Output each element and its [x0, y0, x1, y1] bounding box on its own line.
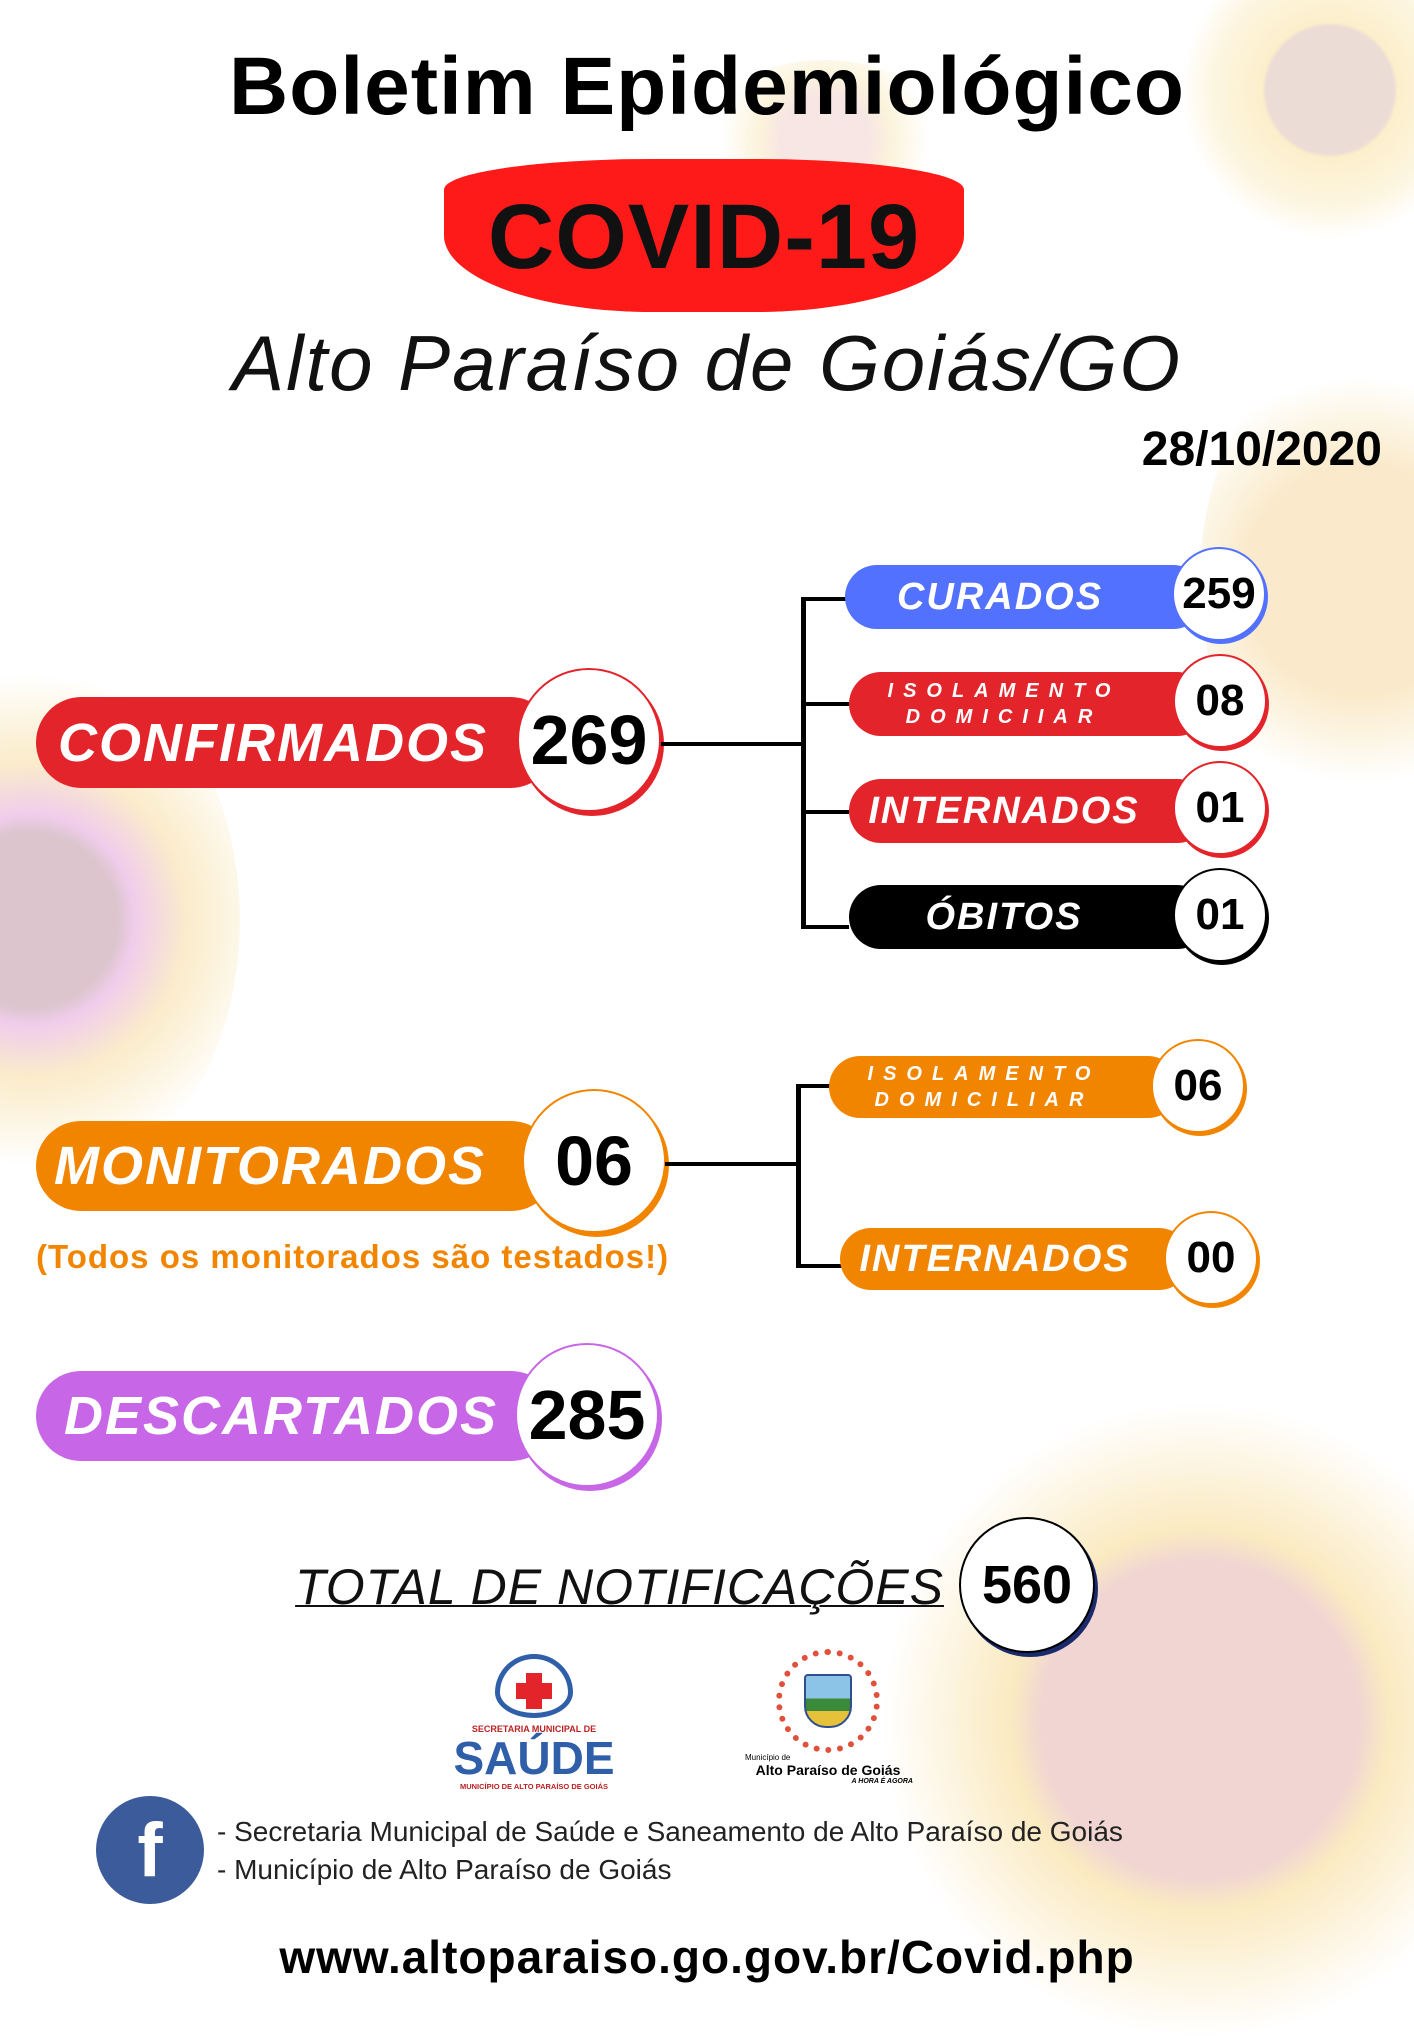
monitorados-pill: MONITORADOS: [36, 1121, 556, 1211]
obitos-label: ÓBITOS: [925, 895, 1083, 938]
footer-line-1: - Secretaria Municipal de Saúde e Saneam…: [217, 1816, 1123, 1847]
monitorados-isolamento-value: 06: [1173, 1061, 1223, 1110]
website-link[interactable]: www.altoparaiso.go.gov.br/Covid.php: [279, 1931, 1135, 1983]
connector-line: [801, 597, 806, 929]
city-name: Alto Paraíso de Goiás/GO: [232, 319, 1182, 407]
curados-value: 259: [1182, 569, 1256, 618]
isolamento-label-line2: DOMICIIAR: [905, 706, 1103, 728]
obitos-value: 01: [1195, 890, 1245, 939]
saude-logo: SECRETARIA MUNICIPAL DE SAÚDE MUNICÍPIO …: [433, 1654, 635, 1798]
monitorados-internados-count: 00: [1164, 1211, 1258, 1305]
connector-line: [801, 925, 849, 929]
confirmados-value: 269: [530, 701, 648, 779]
obitos-pill: ÓBITOS: [849, 885, 1209, 949]
saude-logo-bottom: MUNICÍPIO DE ALTO PARAÍSO DE GOIÁS: [459, 1782, 609, 1791]
curados-label: CURADOS: [896, 575, 1104, 618]
total-count: 560: [959, 1517, 1095, 1653]
footer-line-2: - Município de Alto Paraíso de Goiás: [217, 1854, 672, 1885]
monitorados-isolamento-pill: ISOLAMENTO DOMICILIAR: [829, 1056, 1179, 1118]
isolamento-pill: ISOLAMENTO DOMICIIAR: [849, 672, 1209, 736]
municipio-logo-main: Alto Paraíso de Goiás: [755, 1762, 901, 1778]
covid-badge: COVID-19: [487, 186, 921, 288]
monitorados-internados-value: 00: [1186, 1233, 1236, 1282]
internados-pill: INTERNADOS: [849, 779, 1209, 843]
confirmados-label: CONFIRMADOS: [58, 712, 488, 773]
isolamento-label-line1: ISOLAMENTO: [887, 680, 1121, 702]
saude-logo-top: SECRETARIA MUNICIPAL DE: [471, 1724, 597, 1734]
virus-decoration: [880, 1400, 1414, 2040]
monitorados-internados-label: INTERNADOS: [859, 1237, 1131, 1280]
monitorados-internados-pill: INTERNADOS: [840, 1228, 1190, 1290]
municipio-crest-icon: [776, 1649, 880, 1753]
monitorados-value: 06: [555, 1122, 633, 1200]
obitos-count: 01: [1173, 868, 1267, 962]
connector-line: [796, 1084, 834, 1088]
connector-line: [661, 742, 803, 746]
curados-pill: CURADOS: [845, 565, 1205, 629]
monitorados-note: (Todos os monitorados são testados!): [36, 1238, 670, 1275]
total-label: TOTAL DE NOTIFICAÇÕES: [295, 1559, 944, 1615]
monitorados-isolamento-count: 06: [1151, 1039, 1245, 1133]
isolamento-count: 08: [1173, 654, 1267, 748]
internados-value: 01: [1195, 783, 1245, 832]
connector-line: [796, 1084, 801, 1268]
descartados-value: 285: [528, 1376, 646, 1454]
confirmados-pill: CONFIRMADOS: [36, 697, 556, 788]
confirmados-count: 269: [517, 668, 661, 812]
covid-badge-shape: [444, 159, 964, 312]
internados-label: INTERNADOS: [868, 789, 1140, 832]
monitorados-isolamento-label-line2: DOMICILIAR: [874, 1089, 1094, 1111]
internados-count: 01: [1173, 761, 1267, 855]
saude-logo-main: SAÚDE: [453, 1732, 615, 1784]
total-value: 560: [981, 1555, 1073, 1615]
monitorados-isolamento-label-line1: ISOLAMENTO: [867, 1063, 1101, 1085]
bulletin-date: 28/10/2020: [1141, 423, 1382, 476]
isolamento-value: 08: [1195, 676, 1245, 725]
monitorados-count: 06: [522, 1089, 666, 1233]
municipio-logo: Município de Alto Paraíso de Goiás A HOR…: [743, 1645, 913, 1798]
descartados-count: 285: [515, 1343, 659, 1487]
municipio-logo-small: Município de: [745, 1753, 791, 1762]
connector-line: [801, 597, 849, 601]
municipio-logo-slogan: A HORA É AGORA: [851, 1778, 913, 1785]
connector-line: [801, 702, 849, 706]
descartados-label: DESCARTADOS: [64, 1386, 499, 1446]
connector-line: [801, 810, 849, 814]
descartados-pill: DESCARTADOS: [36, 1371, 556, 1461]
heart-cross-icon: [495, 1654, 573, 1718]
monitorados-label: MONITORADOS: [54, 1136, 487, 1196]
connector-line: [796, 1264, 844, 1268]
connector-line: [665, 1162, 801, 1166]
facebook-icon[interactable]: f: [96, 1796, 204, 1904]
page-title: Boletim Epidemiológico: [229, 41, 1185, 132]
curados-count: 259: [1172, 547, 1266, 641]
